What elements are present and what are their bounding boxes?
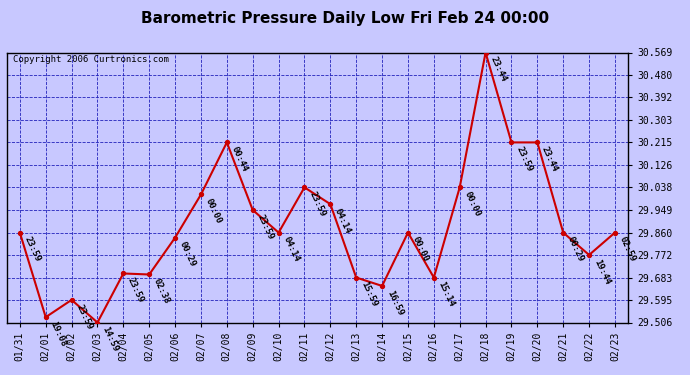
Point [170,235,181,241]
Point [454,184,465,190]
Point [584,252,595,258]
Point [118,270,129,276]
Text: 00:00: 00:00 [462,190,482,218]
Point [92,320,103,326]
Text: 23:59: 23:59 [23,236,42,264]
Point [144,272,155,278]
Text: 23:44: 23:44 [489,55,508,84]
Text: 00:29: 00:29 [178,240,197,268]
Text: 04:14: 04:14 [282,236,301,264]
Text: 23:44: 23:44 [540,145,560,173]
Point [377,283,388,289]
Text: 15:59: 15:59 [359,280,379,309]
Text: 23:59: 23:59 [307,190,327,218]
Point [558,230,569,236]
Point [299,184,310,190]
Text: 00:00: 00:00 [411,236,431,264]
Text: 23:59: 23:59 [126,276,146,304]
Point [402,230,413,236]
Point [480,50,491,55]
Text: 00:44: 00:44 [230,145,249,173]
Text: Copyright 2006 Curtronics.com: Copyright 2006 Curtronics.com [13,55,169,64]
Text: 02:59: 02:59 [618,236,638,264]
Point [221,140,233,146]
Text: 16:59: 16:59 [385,289,404,317]
Text: 04:14: 04:14 [333,207,353,235]
Text: 23:59: 23:59 [75,303,94,331]
Point [325,201,336,207]
Text: Barometric Pressure Daily Low Fri Feb 24 00:00: Barometric Pressure Daily Low Fri Feb 24… [141,11,549,26]
Point [14,230,26,236]
Point [428,274,440,280]
Text: 23:59: 23:59 [255,213,275,241]
Text: 23:59: 23:59 [514,145,534,173]
Point [40,314,51,320]
Point [532,140,543,146]
Text: 19:08: 19:08 [48,320,68,348]
Point [195,192,206,198]
Point [351,274,362,280]
Text: 14:59: 14:59 [100,325,120,354]
Text: 15:14: 15:14 [437,280,456,309]
Text: 00:00: 00:00 [204,197,224,225]
Text: 19:44: 19:44 [592,258,611,286]
Text: 02:38: 02:38 [152,277,172,305]
Text: 00:29: 00:29 [566,236,586,264]
Point [273,230,284,236]
Point [66,297,77,303]
Point [506,140,517,146]
Point [247,207,258,213]
Point [609,230,620,236]
